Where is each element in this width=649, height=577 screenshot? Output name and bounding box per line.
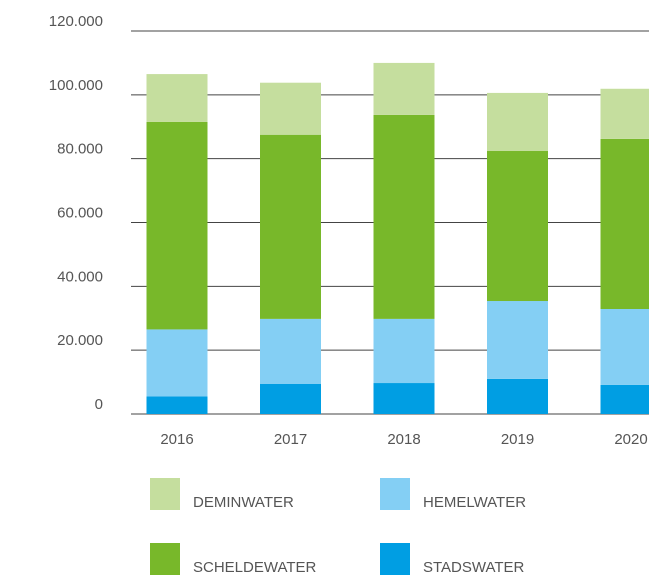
y-tick-label: 120.000 (49, 13, 103, 30)
x-tick-label: 2017 (274, 431, 307, 448)
x-tick-label: 2016 (160, 431, 193, 448)
y-tick-label: 60.000 (57, 204, 103, 221)
y-tick-label: 40.000 (57, 268, 103, 285)
bar-segment (260, 318, 321, 384)
bar-segment (146, 121, 208, 330)
legend-swatch (150, 478, 180, 510)
y-tick-label: 0 (95, 396, 103, 413)
x-tick-label: 2018 (387, 431, 420, 448)
bar-segment (600, 138, 649, 309)
bar-segment (600, 384, 649, 414)
bar-segment (600, 88, 649, 139)
legend-label: HEMELWATER (423, 494, 526, 511)
bar-segment (487, 151, 548, 302)
bar-segment (373, 62, 435, 115)
bar-segment (146, 329, 208, 397)
bar-segment (600, 308, 649, 385)
y-tick-label: 100.000 (49, 77, 103, 94)
bar-segment (260, 134, 321, 319)
legend-label: DEMINWATER (193, 494, 294, 511)
legend-label: STADSWATER (423, 559, 525, 576)
bar-segment (487, 92, 548, 152)
bar-segment (260, 82, 321, 135)
bar-segment (373, 318, 435, 384)
bar-segment (373, 114, 435, 319)
legend-swatch (150, 543, 180, 575)
y-tick-label: 20.000 (57, 332, 103, 349)
bar-segment (146, 74, 208, 122)
bar-segment (146, 396, 208, 414)
legend-swatch (380, 478, 410, 510)
x-tick-label: 2020 (614, 431, 647, 448)
legend-label: SCHELDEWATER (193, 559, 317, 576)
bar-segment (373, 383, 435, 414)
bar-segment (487, 301, 548, 379)
bar-segment (260, 383, 321, 414)
x-tick-label: 2019 (501, 431, 534, 448)
bar-segment (487, 378, 548, 414)
legend-swatch (380, 543, 410, 575)
y-tick-label: 80.000 (57, 141, 103, 158)
